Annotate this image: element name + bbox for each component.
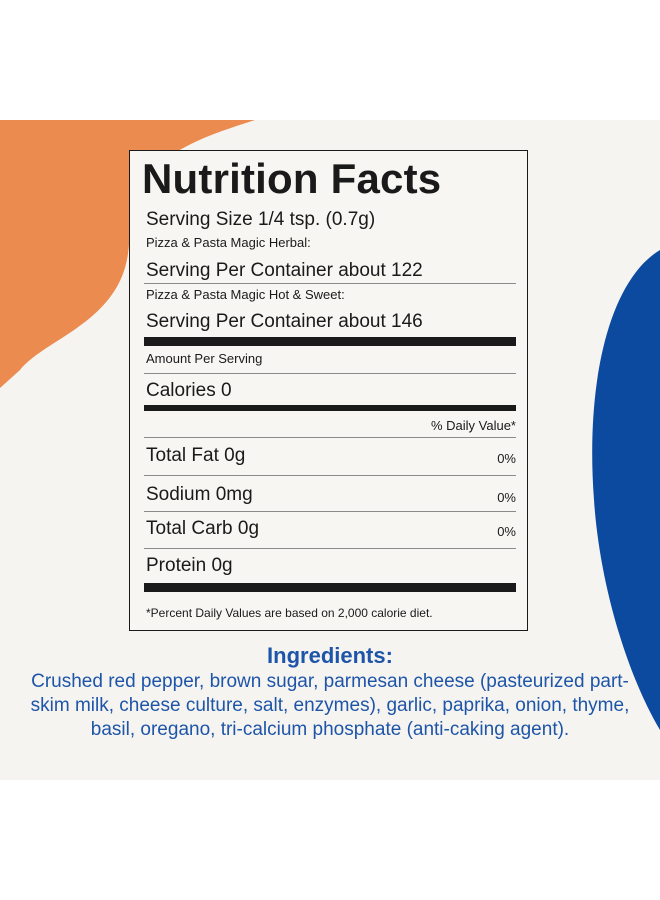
nutrient-total-fat: Total Fat 0g	[146, 445, 246, 466]
calories: Calories 0	[146, 380, 232, 401]
nutrient-total-carb: Total Carb 0g	[146, 518, 260, 539]
nutrient-total-fat-dv: 0%	[497, 451, 516, 466]
product-panel: Nutrition Facts Serving Size 1/4 tsp. (0…	[0, 120, 660, 780]
thick-divider	[144, 583, 516, 592]
label-title: Nutrition Facts	[142, 155, 442, 202]
variant-2-servings: Serving Per Container about 146	[146, 311, 423, 332]
daily-value-header: % Daily Value*	[430, 418, 516, 433]
variant-1-servings: Serving Per Container about 122	[146, 260, 423, 281]
orange-decorative-shape	[0, 120, 255, 388]
nutrient-sodium-dv: 0%	[497, 490, 516, 505]
nutrition-facts-label: Nutrition Facts Serving Size 1/4 tsp. (0…	[129, 150, 528, 631]
divider	[144, 548, 516, 549]
nutrient-sodium: Sodium 0mg	[146, 484, 253, 505]
divider	[144, 283, 516, 284]
divider	[144, 475, 516, 476]
blue-decorative-shape	[592, 250, 660, 730]
divider	[144, 437, 516, 438]
thick-divider	[144, 405, 516, 411]
amount-per-serving: Amount Per Serving	[146, 351, 263, 366]
ingredients-heading: Ingredients:	[267, 643, 393, 668]
serving-size: Serving Size 1/4 tsp. (0.7g)	[146, 209, 376, 230]
nutrient-total-carb-dv: 0%	[497, 524, 516, 539]
nutrient-protein: Protein 0g	[146, 555, 233, 576]
daily-value-footnote: *Percent Daily Values are based on 2,000…	[146, 606, 433, 620]
divider	[144, 511, 516, 512]
variant-1-name: Pizza & Pasta Magic Herbal:	[146, 235, 311, 250]
variant-2-name: Pizza & Pasta Magic Hot & Sweet:	[146, 287, 345, 302]
divider	[144, 373, 516, 374]
thick-divider	[144, 337, 516, 346]
ingredients-text: Crushed red pepper, brown sugar, parmesa…	[30, 671, 630, 740]
